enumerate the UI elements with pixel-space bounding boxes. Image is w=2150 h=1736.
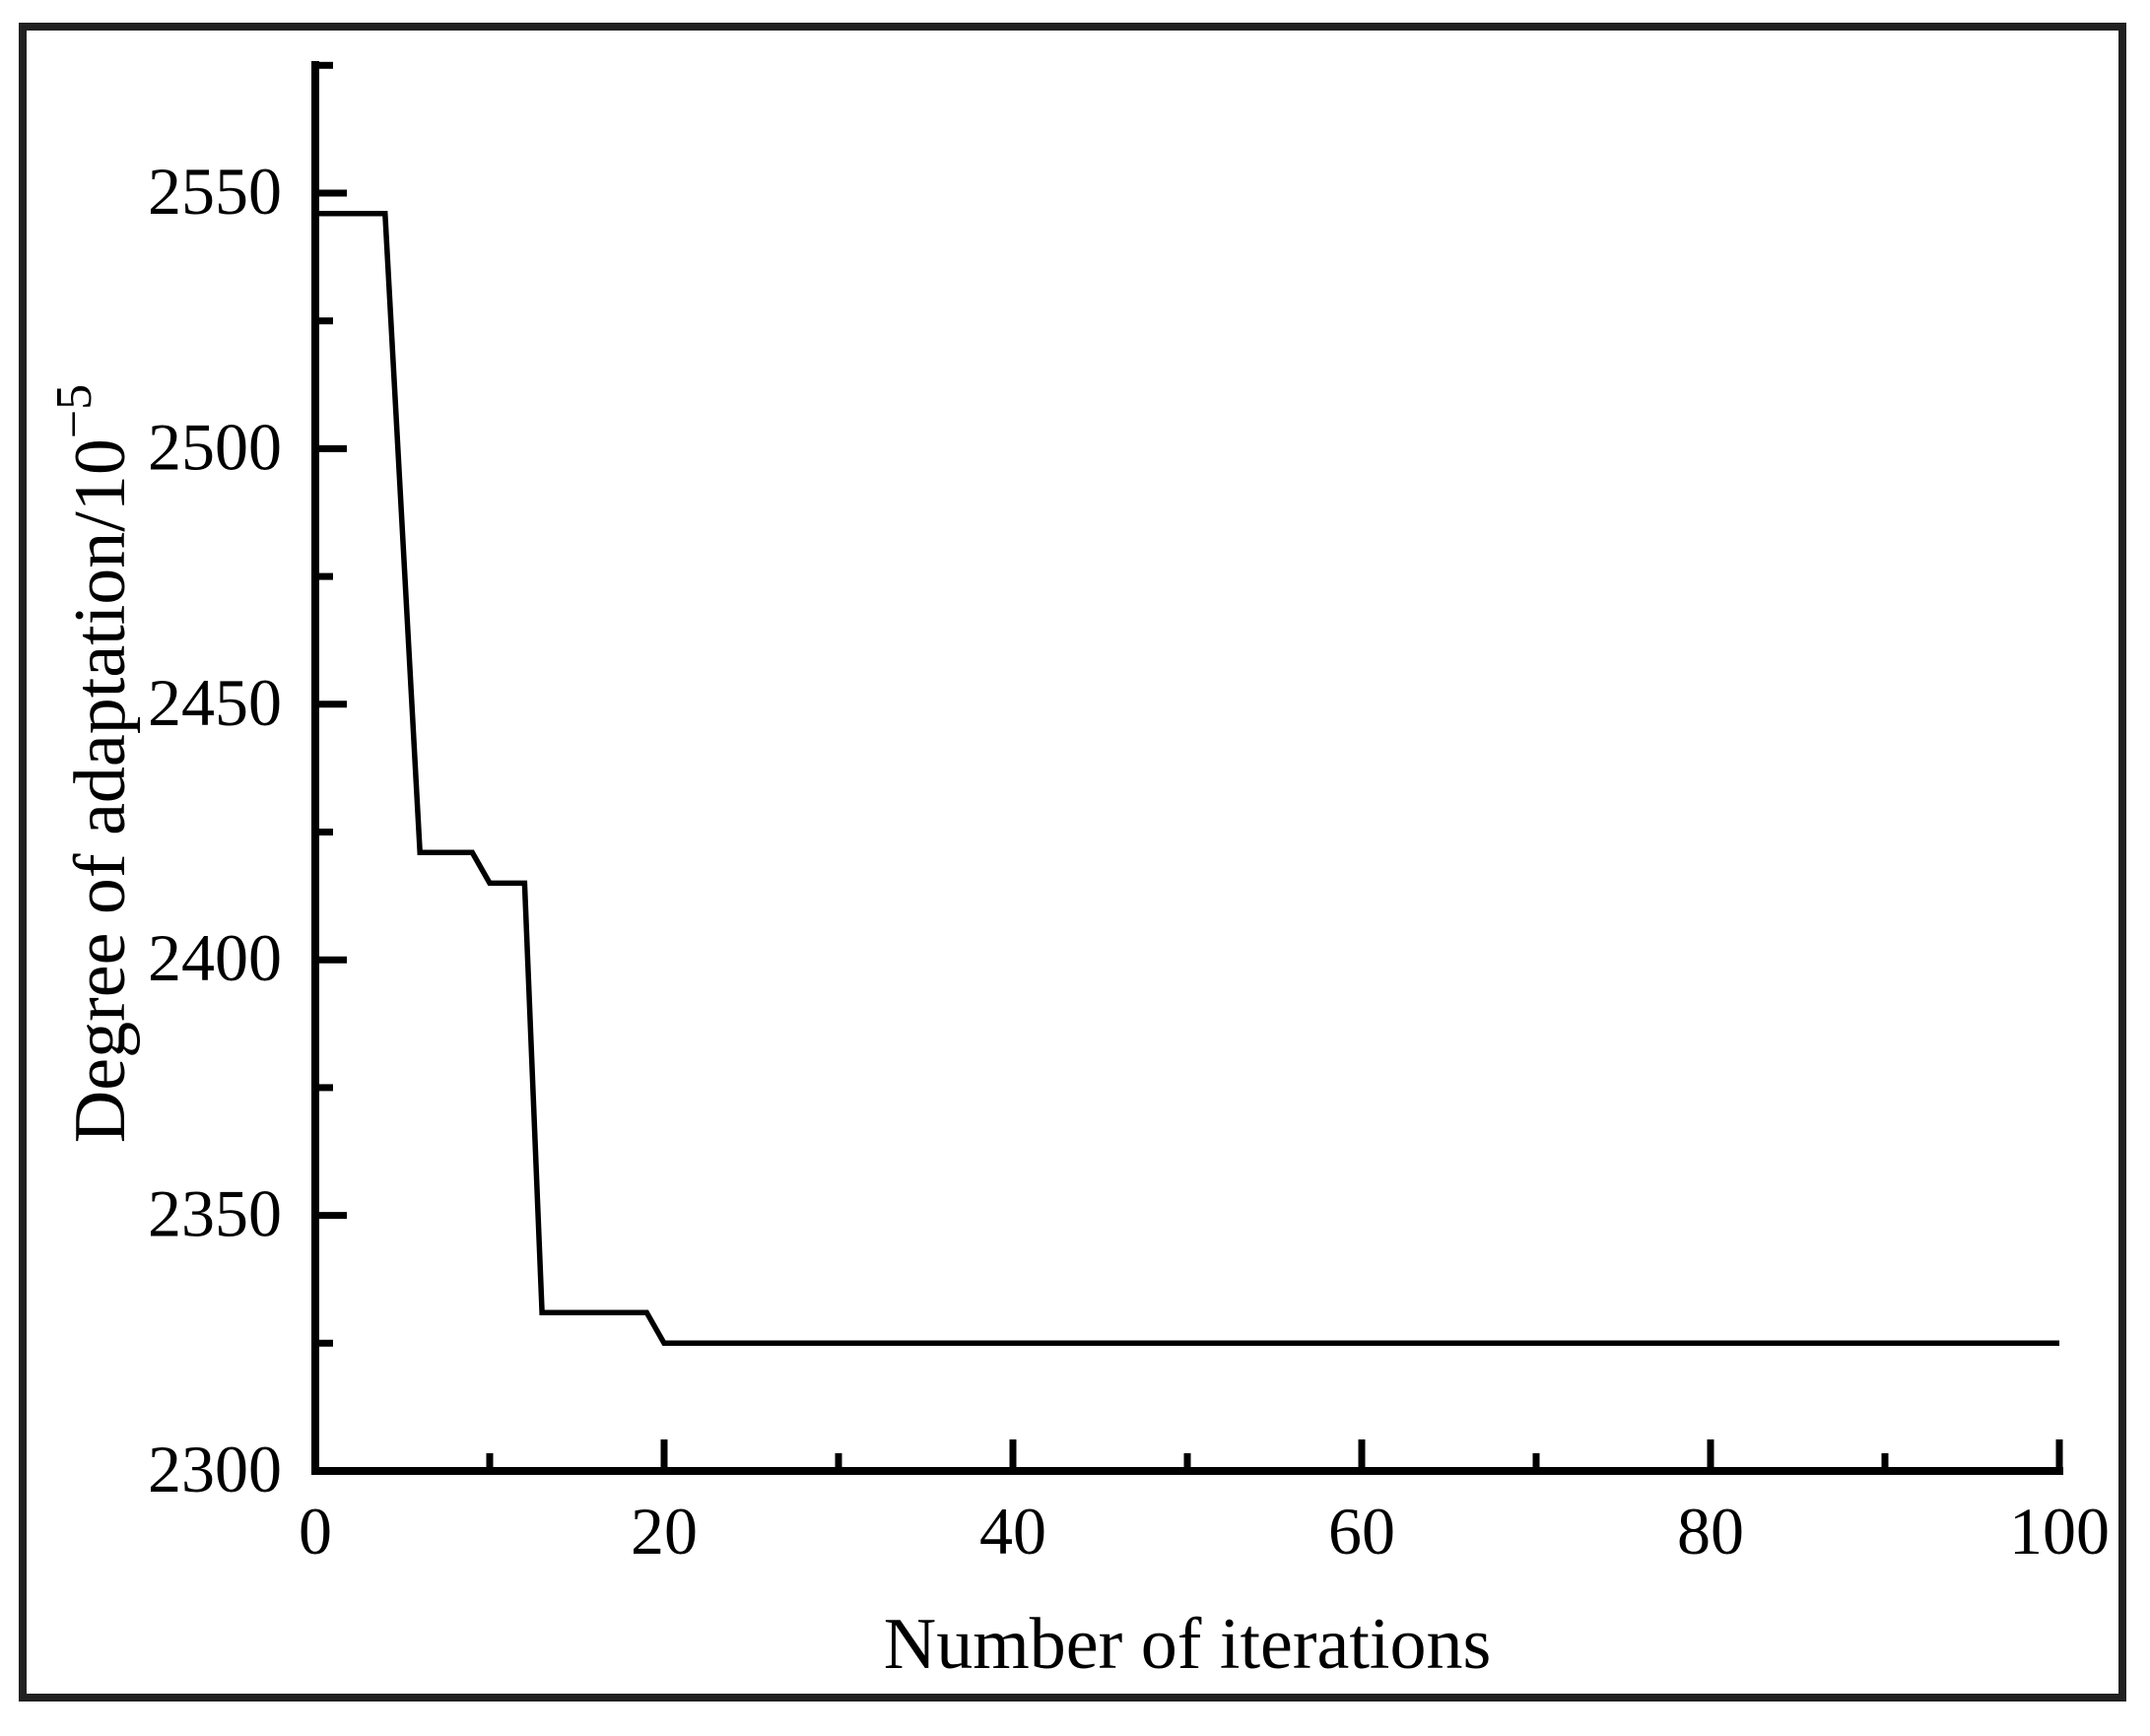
x-tick-label: 100 xyxy=(2009,1494,2110,1569)
y-tick-label: 2400 xyxy=(148,920,282,995)
x-tick-label: 0 xyxy=(299,1494,332,1569)
x-tick-label: 20 xyxy=(631,1494,698,1569)
x-tick-label: 60 xyxy=(1328,1494,1395,1569)
y-tick-label: 2450 xyxy=(148,665,282,740)
figure-frame xyxy=(19,23,2126,1702)
x-axis-title: Number of iterations xyxy=(884,1604,1492,1685)
y-tick-label: 2300 xyxy=(148,1432,282,1506)
data-series xyxy=(315,211,2059,1347)
x-axis: 0 20 40 60 80 100 xyxy=(299,1439,2110,1569)
y-axis-title: Degree of adaptation/10−5 xyxy=(46,384,141,1143)
y-tick-label: 2350 xyxy=(148,1176,282,1251)
y-axis-title-exponent: −5 xyxy=(46,384,102,438)
x-tick-label: 40 xyxy=(979,1494,1046,1569)
x-tick-label: 80 xyxy=(1677,1494,1744,1569)
y-axis: 2300 2350 2400 2450 2500 2550 xyxy=(148,61,347,1506)
y-tick-label: 2550 xyxy=(148,154,282,229)
y-tick-label: 2500 xyxy=(148,409,282,484)
data-line-degree-of-adaptation xyxy=(315,211,2059,1347)
